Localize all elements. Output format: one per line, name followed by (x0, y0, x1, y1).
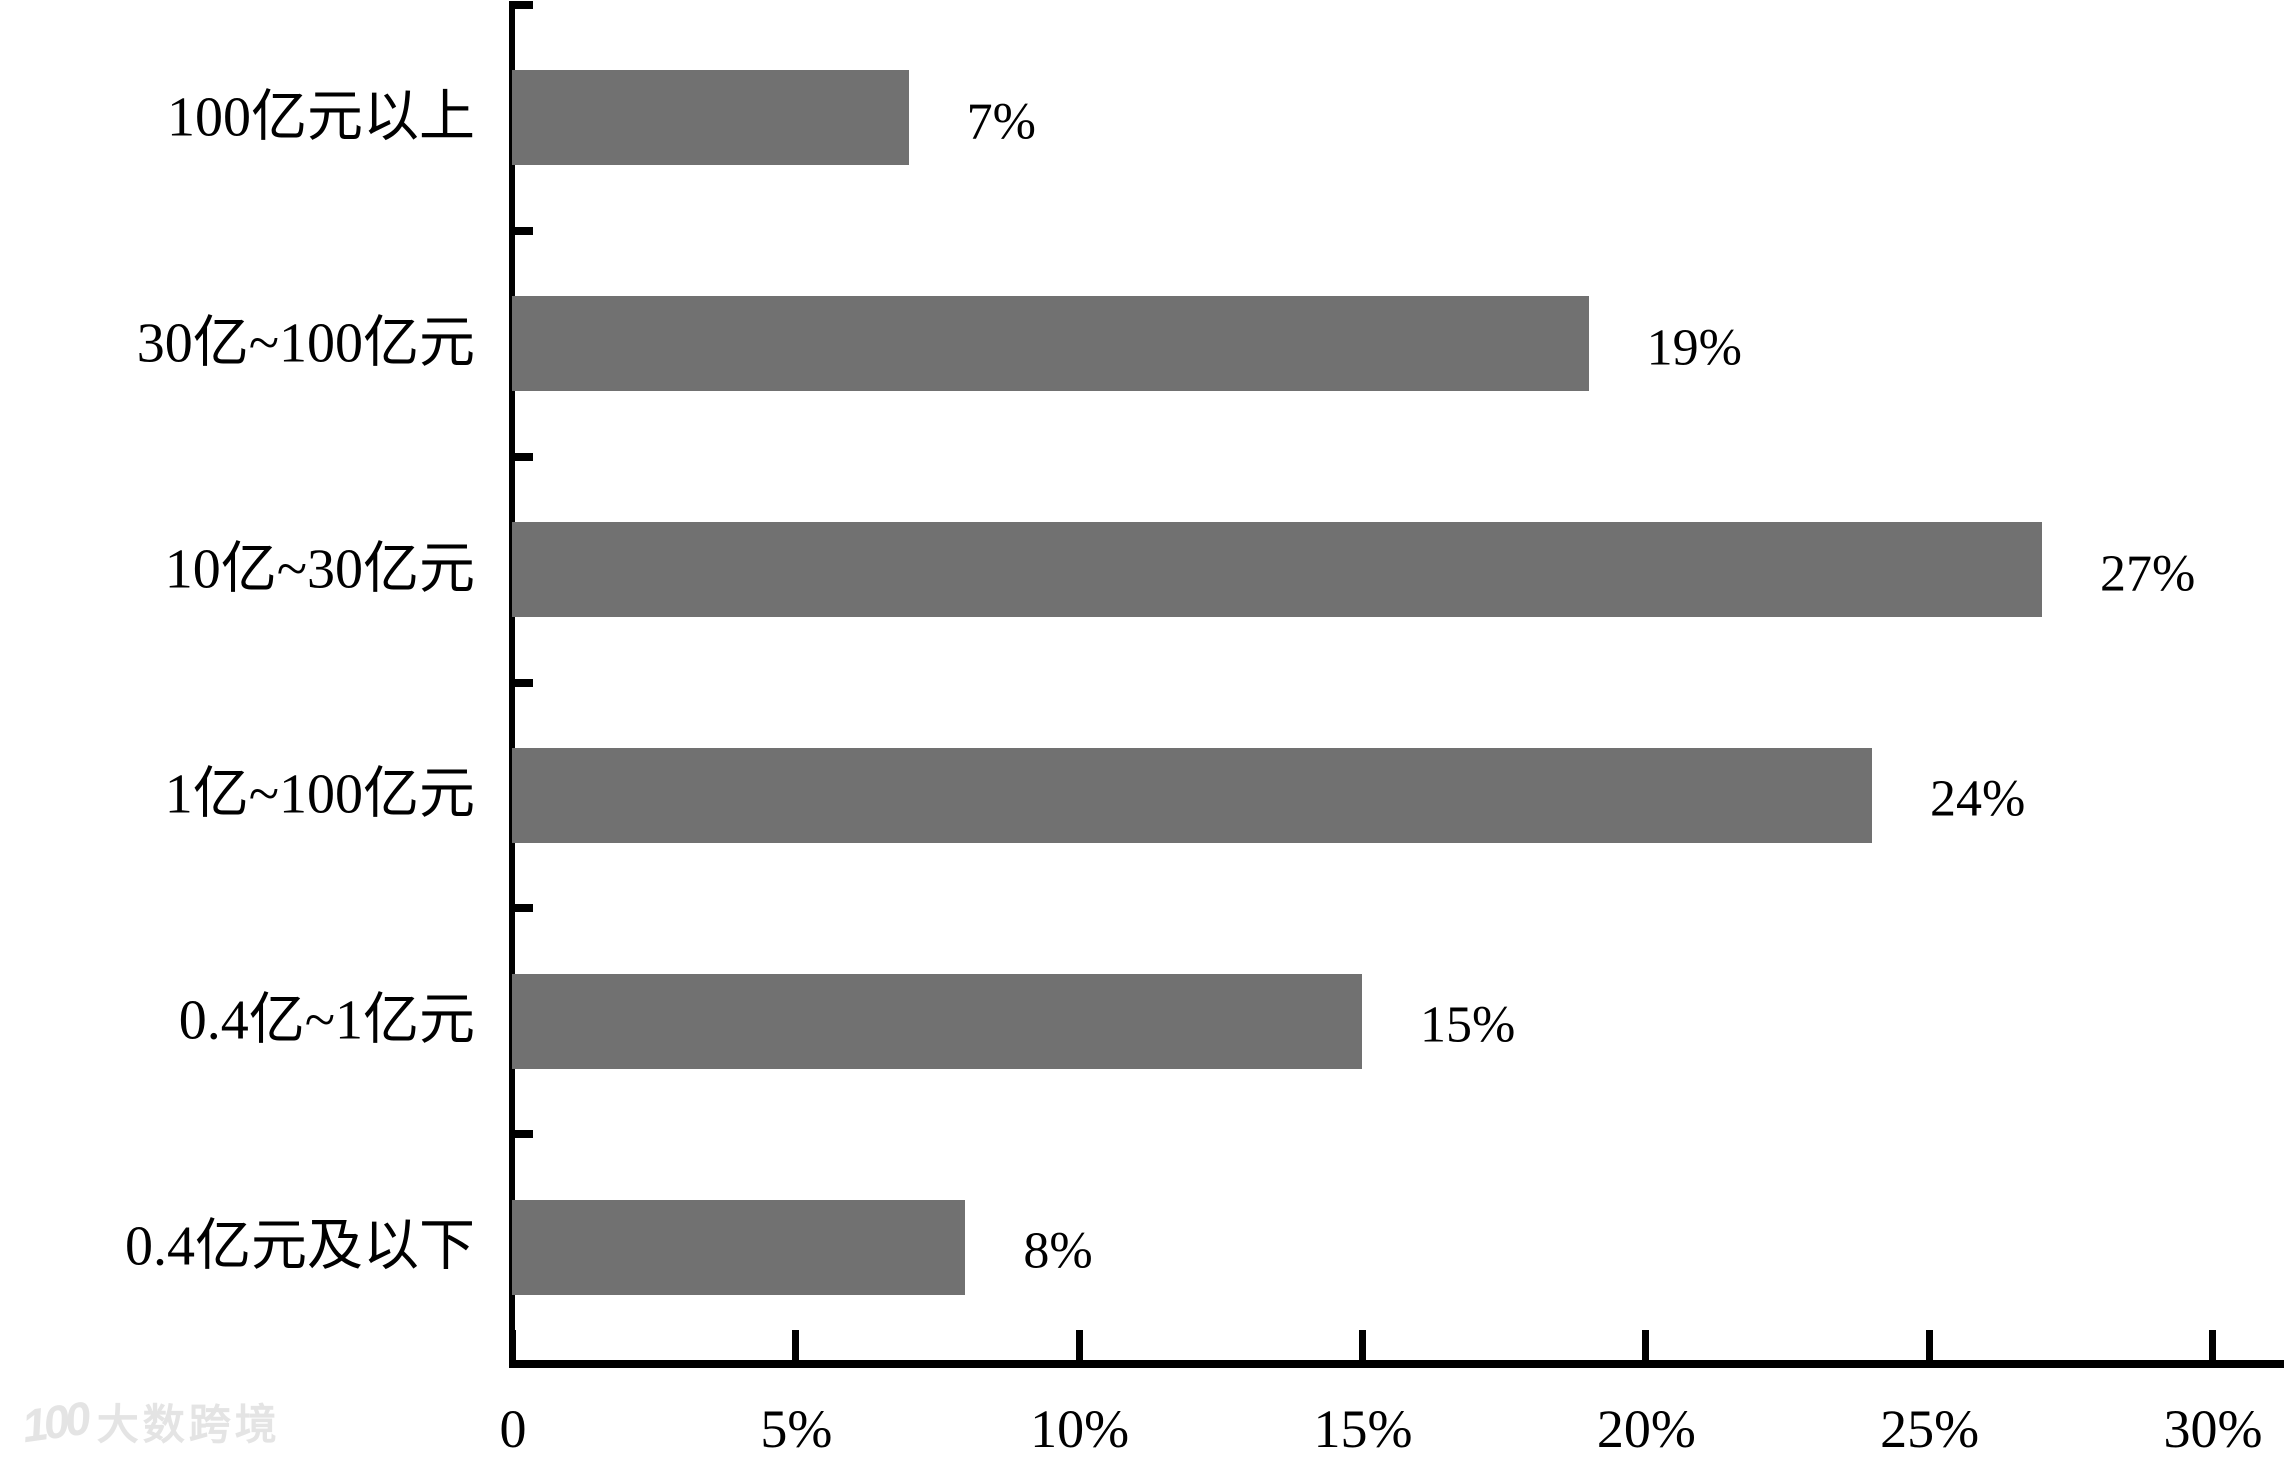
x-axis-tick (1075, 1330, 1083, 1360)
x-axis-tick (792, 1330, 800, 1360)
bar (512, 296, 1589, 392)
x-axis-tick (1642, 1330, 1650, 1360)
x-axis-line (509, 1360, 2284, 1368)
watermark: 100 大数跨境 (18, 1391, 281, 1452)
category-label: 0.4亿元及以下 (125, 1215, 475, 1278)
y-axis-tick (509, 226, 533, 235)
y-axis-line (509, 5, 515, 1368)
x-tick-label: 25% (1880, 1399, 1980, 1459)
category-label: 10亿~30亿元 (164, 538, 475, 601)
x-tick-label: 0 (499, 1399, 527, 1459)
x-tick-label: 15% (1313, 1399, 1413, 1459)
watermark-text: 大数跨境 (96, 1401, 281, 1448)
x-tick-label: 5% (760, 1399, 833, 1459)
y-axis-tick (509, 1, 533, 9)
value-label: 8% (1023, 1222, 1093, 1280)
y-axis-tick (509, 904, 533, 913)
y-axis-tick (509, 452, 533, 461)
value-label: 27% (2100, 545, 2196, 603)
x-tick-label: 10% (1030, 1399, 1130, 1459)
bar (512, 70, 909, 166)
x-tick-label: 20% (1596, 1399, 1696, 1459)
category-label: 0.4亿~1亿元 (178, 989, 475, 1052)
x-axis-tick (509, 1330, 516, 1360)
x-axis-tick (2209, 1330, 2216, 1360)
category-label: 1亿~100亿元 (164, 763, 475, 826)
x-axis-tick (1925, 1330, 1933, 1360)
bar (512, 747, 1872, 843)
value-label: 7% (966, 93, 1036, 151)
watermark-logo-icon: 100 (18, 1391, 91, 1452)
value-label: 19% (1646, 319, 1742, 377)
x-tick-label: 30% (2163, 1399, 2263, 1459)
y-axis-tick (509, 678, 533, 687)
value-label: 15% (1420, 996, 1516, 1054)
bar (512, 522, 2042, 618)
bar (512, 1199, 966, 1295)
bar (512, 973, 1362, 1069)
value-label: 24% (1930, 770, 2026, 828)
y-axis-tick (509, 1130, 533, 1139)
category-label: 30亿~100亿元 (136, 312, 475, 375)
x-axis-tick (1359, 1330, 1366, 1360)
category-label: 100亿元以上 (167, 86, 475, 149)
